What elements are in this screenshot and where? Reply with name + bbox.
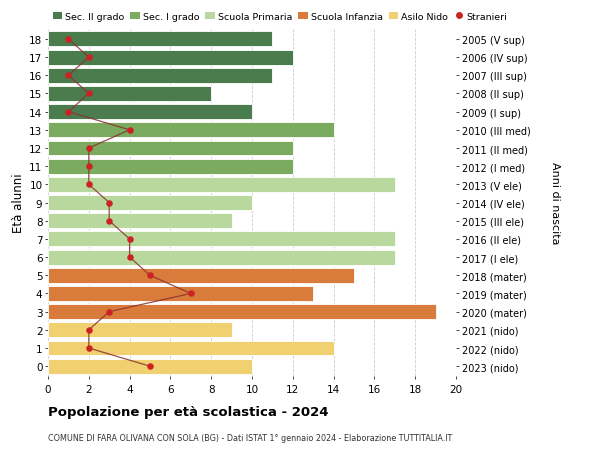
Legend: Sec. II grado, Sec. I grado, Scuola Primaria, Scuola Infanzia, Asilo Nido, Stran: Sec. II grado, Sec. I grado, Scuola Prim… — [53, 13, 508, 22]
Bar — [48, 214, 232, 229]
Bar — [48, 250, 395, 265]
Bar — [48, 50, 293, 65]
Point — [84, 345, 94, 352]
Bar — [48, 196, 252, 211]
Point — [64, 73, 73, 80]
Bar — [48, 178, 395, 192]
Point — [84, 181, 94, 189]
Text: COMUNE DI FARA OLIVANA CON SOLA (BG) - Dati ISTAT 1° gennaio 2024 - Elaborazione: COMUNE DI FARA OLIVANA CON SOLA (BG) - D… — [48, 433, 452, 442]
Bar — [48, 323, 232, 337]
Point — [104, 308, 114, 316]
Bar — [48, 286, 313, 301]
Point — [104, 218, 114, 225]
Point — [145, 272, 155, 280]
Bar — [48, 69, 272, 84]
Bar — [48, 105, 252, 120]
Bar — [48, 359, 252, 374]
Bar — [48, 341, 334, 356]
Point — [64, 109, 73, 116]
Text: Popolazione per età scolastica - 2024: Popolazione per età scolastica - 2024 — [48, 405, 329, 419]
Point — [64, 36, 73, 44]
Point — [84, 326, 94, 334]
Bar — [48, 87, 211, 102]
Bar — [48, 232, 395, 247]
Point — [84, 90, 94, 98]
Point — [84, 54, 94, 62]
Y-axis label: Anni di nascita: Anni di nascita — [550, 162, 560, 244]
Point — [186, 290, 196, 297]
Y-axis label: Età alunni: Età alunni — [12, 174, 25, 233]
Point — [125, 254, 134, 261]
Bar — [48, 33, 272, 47]
Bar — [48, 268, 354, 283]
Point — [125, 236, 134, 243]
Point — [125, 127, 134, 134]
Bar — [48, 304, 436, 319]
Point — [104, 199, 114, 207]
Bar — [48, 159, 293, 174]
Point — [84, 145, 94, 152]
Point — [145, 363, 155, 370]
Point — [84, 163, 94, 170]
Bar — [48, 141, 293, 156]
Bar — [48, 123, 334, 138]
